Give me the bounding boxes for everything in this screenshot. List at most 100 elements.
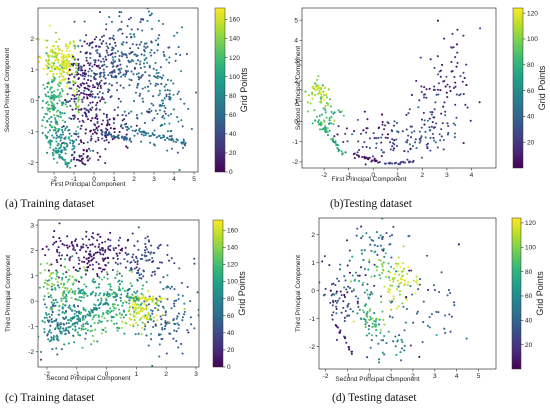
data-point <box>106 119 109 122</box>
data-point <box>397 162 400 166</box>
data-point <box>82 243 85 246</box>
data-point <box>187 107 190 111</box>
data-point <box>94 78 97 81</box>
data-point <box>49 146 52 149</box>
data-point <box>330 138 333 141</box>
data-point <box>132 253 135 256</box>
data-point <box>89 75 93 78</box>
data-point <box>398 290 401 293</box>
data-point <box>47 338 50 341</box>
data-point <box>132 325 135 328</box>
data-point <box>54 52 57 55</box>
data-point <box>44 39 47 42</box>
data-point <box>166 253 169 256</box>
data-point <box>392 267 395 270</box>
data-point <box>53 304 56 307</box>
data-point <box>393 273 396 276</box>
data-point <box>158 343 161 346</box>
data-point <box>58 153 61 156</box>
data-point <box>96 92 99 96</box>
data-point <box>130 270 133 273</box>
data-point <box>391 138 394 141</box>
data-point <box>119 71 122 74</box>
data-point <box>93 38 96 41</box>
data-point <box>71 243 74 247</box>
data-point <box>72 248 75 251</box>
data-point <box>346 264 349 267</box>
data-point <box>64 65 67 68</box>
data-point <box>41 320 44 323</box>
data-point <box>63 265 66 268</box>
data-point <box>317 75 320 78</box>
data-point <box>108 292 111 296</box>
data-point <box>335 305 338 308</box>
data-point <box>45 245 48 248</box>
data-point <box>436 88 440 91</box>
data-point <box>395 265 399 268</box>
data-point <box>351 133 354 136</box>
data-point <box>83 20 86 23</box>
data-point <box>318 128 322 131</box>
data-point <box>332 282 335 285</box>
data-point <box>64 148 67 151</box>
data-point <box>393 120 396 123</box>
data-point <box>106 45 109 48</box>
data-point <box>77 108 80 111</box>
data-point <box>98 306 101 310</box>
data-point <box>114 298 118 302</box>
data-point <box>87 104 90 107</box>
data-point <box>137 82 140 85</box>
data-point <box>57 276 60 279</box>
data-point <box>311 97 314 100</box>
data-point <box>75 63 78 66</box>
x-tick-label: -1 <box>74 371 80 378</box>
data-point <box>80 67 83 70</box>
data-point <box>396 270 399 273</box>
data-point <box>75 104 78 107</box>
data-point <box>84 332 88 335</box>
data-point <box>80 154 83 158</box>
data-point <box>66 164 69 167</box>
data-point <box>106 277 109 280</box>
data-point <box>83 93 86 96</box>
data-point <box>383 353 386 356</box>
data-point <box>144 47 147 50</box>
data-point <box>434 141 437 144</box>
data-point <box>109 311 112 314</box>
data-point <box>68 60 71 63</box>
data-point <box>370 339 373 342</box>
data-point <box>392 149 395 152</box>
data-point <box>85 34 88 37</box>
data-point <box>82 306 85 309</box>
data-point <box>50 285 53 288</box>
data-point <box>82 323 85 326</box>
data-point <box>404 282 407 285</box>
data-point <box>159 75 162 79</box>
data-point <box>89 119 93 122</box>
data-point <box>63 67 66 70</box>
data-point <box>64 161 67 164</box>
data-point <box>65 142 68 145</box>
data-point <box>91 263 94 266</box>
data-point <box>81 45 84 48</box>
x-tick-label: 2 <box>421 172 425 179</box>
data-point <box>406 272 409 275</box>
data-point <box>62 282 66 285</box>
data-point <box>163 104 166 107</box>
data-point <box>139 317 143 320</box>
data-point <box>54 288 57 291</box>
data-point <box>113 303 116 306</box>
data-point <box>84 250 88 253</box>
data-point <box>109 285 112 288</box>
data-point <box>399 265 402 268</box>
data-point <box>162 287 165 291</box>
data-point <box>354 295 357 298</box>
data-point <box>121 43 124 46</box>
data-point <box>306 101 309 104</box>
data-point <box>322 294 325 297</box>
data-point <box>173 322 176 325</box>
data-point <box>89 243 92 246</box>
data-point <box>459 93 462 96</box>
data-point <box>140 253 143 257</box>
data-point <box>116 50 119 53</box>
